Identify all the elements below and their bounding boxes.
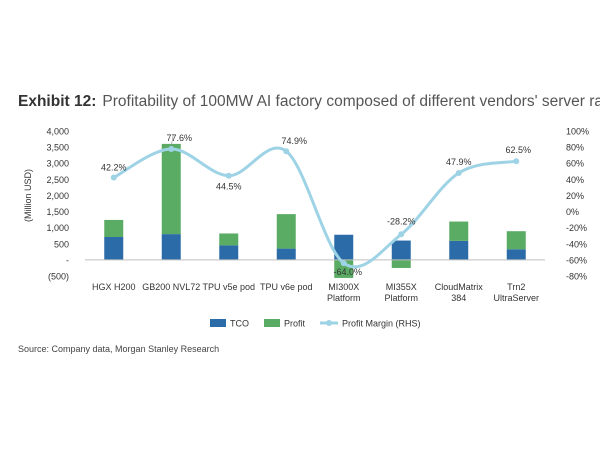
right-axis-tick-label: -60% [566,255,587,265]
chart-title: Exhibit 12: Profitability of 100MW AI fac… [18,93,600,111]
profit-bar [391,259,411,268]
right-axis-tick-label: 100% [566,127,589,137]
profit-margin-label: 47.9% [446,157,472,167]
profit-margin-point [340,260,347,267]
left-axis-tick-label: 2,000 [46,191,69,201]
category-label: UltraServer [493,293,539,303]
category-label: CloudMatrix [435,282,484,292]
profit-margin-point [168,146,175,153]
right-axis-tick-label: -80% [566,272,587,282]
legend-marker-margin [326,320,332,326]
left-axis-tick-label: 1,500 [46,207,69,217]
profit-margin-label: 77.6% [166,133,192,143]
right-axis-tick-label: 20% [566,191,584,201]
right-axis-tick-label: -20% [566,223,587,233]
profit-margin-label: 62.5% [505,145,531,155]
left-axis-tick-label: 1,000 [46,223,69,233]
legend-label-profit: Profit [284,319,306,329]
legend-label-tco: TCO [230,319,249,329]
left-axis-tick-label: (500) [48,272,69,282]
right-axis-tick-label: -40% [566,239,587,249]
profit-bar [449,221,469,241]
profit-margin-label: -64.0% [333,267,362,277]
profit-bar [161,143,181,235]
category-label: TPU v6e pod [260,282,313,292]
profit-bar [276,214,296,249]
profit-margin-label: 44.5% [216,182,242,192]
tco-bar [449,240,469,260]
category-label: MI355X [386,282,417,292]
left-axis-tick-label: 500 [54,239,69,249]
tco-bar [334,234,354,260]
profit-margin-label: -28.2% [387,216,416,226]
category-label: Platform [384,293,418,303]
profit-margin-point [513,158,520,165]
profit-bar [506,231,526,250]
profit-margin-point [455,169,462,176]
category-label: MI300X [328,282,359,292]
category-label: Trn2 [507,282,525,292]
legend-swatch-profit [264,319,280,327]
category-label: GB200 NVL72 [142,282,200,292]
left-axis-tick-label: - [66,255,69,265]
right-axis-tick-label: 40% [566,175,584,185]
legend-swatch-tco [210,319,226,327]
exhibit-title: Profitability of 100MW AI factory compos… [102,93,600,110]
tco-bar [104,237,124,260]
left-axis-tick-label: 3,000 [46,159,69,169]
left-axis-tick-label: 3,500 [46,143,69,153]
tco-bar [276,248,296,260]
left-axis-tick-label: 2,500 [46,175,69,185]
category-label: TPU v5e pod [202,282,255,292]
profit-margin-point [283,148,290,155]
profit-margin-line [113,146,517,269]
profit-bar [219,233,239,246]
category-label: 384 [451,293,466,303]
tco-bar [391,240,411,260]
category-label: Platform [327,293,361,303]
exhibit-number: Exhibit 12: [18,93,97,110]
category-label: HGX H200 [92,282,136,292]
label-leader-line [170,134,174,147]
tco-bar [161,234,181,260]
right-axis-tick-label: 80% [566,143,584,153]
profit-margin-point [225,172,232,179]
profit-bar [104,219,124,238]
left-axis-tick-label: 4,000 [46,127,69,137]
source-note: Source: Company data, Morgan Stanley Res… [18,344,220,354]
profit-margin-point [110,174,117,181]
tco-bar [219,245,239,260]
y-axis-title: (Million USD) [23,169,33,222]
legend-label-margin: Profit Margin (RHS) [342,319,421,329]
right-axis-tick-label: 0% [566,207,579,217]
profit-margin-label: 42.2% [101,163,127,173]
right-axis-tick-label: 60% [566,159,584,169]
profit-margin-label: 74.9% [281,136,307,146]
profit-margin-point [398,231,405,238]
tco-bar [506,249,526,260]
